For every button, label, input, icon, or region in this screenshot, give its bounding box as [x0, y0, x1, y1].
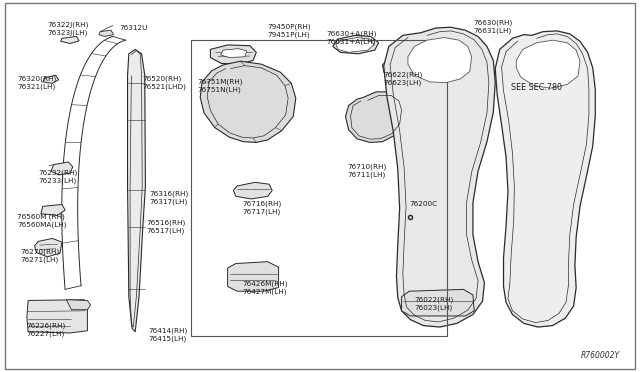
- Polygon shape: [221, 49, 246, 58]
- Text: 76312U: 76312U: [119, 25, 148, 31]
- Polygon shape: [408, 38, 472, 83]
- Polygon shape: [35, 238, 62, 257]
- Polygon shape: [384, 27, 495, 327]
- Text: 76320(RH)
76321(LH): 76320(RH) 76321(LH): [17, 75, 56, 90]
- Text: 76630+A(RH)
76631+A(LH): 76630+A(RH) 76631+A(LH): [326, 31, 377, 45]
- Text: 79450P(RH)
79451P(LH): 79450P(RH) 79451P(LH): [268, 23, 312, 38]
- Polygon shape: [401, 289, 474, 316]
- Polygon shape: [336, 38, 374, 52]
- Polygon shape: [67, 300, 91, 310]
- Text: 76710(RH)
76711(LH): 76710(RH) 76711(LH): [348, 163, 387, 177]
- Text: 76414(RH)
76415(LH): 76414(RH) 76415(LH): [148, 327, 187, 341]
- Polygon shape: [228, 262, 278, 291]
- Polygon shape: [200, 61, 296, 142]
- Text: 76426M(RH)
76427M(LH): 76426M(RH) 76427M(LH): [243, 280, 288, 295]
- Text: 76270(RH)
76271(LH): 76270(RH) 76271(LH): [20, 249, 60, 263]
- Text: 76022(RH)
76023(LH): 76022(RH) 76023(LH): [414, 297, 454, 311]
- Polygon shape: [61, 36, 79, 44]
- Polygon shape: [211, 45, 256, 64]
- Text: 76226(RH)
76227(LH): 76226(RH) 76227(LH): [27, 323, 66, 337]
- Text: R760002Y: R760002Y: [580, 351, 620, 360]
- Polygon shape: [43, 75, 59, 83]
- Polygon shape: [27, 300, 88, 333]
- Text: 76232(RH)
76233(LH): 76232(RH) 76233(LH): [38, 169, 77, 184]
- Text: 76630(RH)
76631(LH): 76630(RH) 76631(LH): [473, 20, 512, 34]
- Polygon shape: [386, 59, 412, 74]
- Text: SEE SEC.780: SEE SEC.780: [511, 83, 562, 92]
- Polygon shape: [383, 56, 415, 77]
- Polygon shape: [516, 40, 580, 88]
- Text: 76322J(RH)
76323J(LH): 76322J(RH) 76323J(LH): [47, 22, 89, 36]
- Polygon shape: [51, 162, 73, 175]
- Polygon shape: [234, 182, 272, 199]
- Text: 76751M(RH)
76751N(LH): 76751M(RH) 76751N(LH): [198, 79, 243, 93]
- Polygon shape: [495, 31, 595, 327]
- Text: 76520(RH)
76521(LHD): 76520(RH) 76521(LHD): [143, 75, 187, 90]
- Polygon shape: [346, 92, 406, 142]
- Polygon shape: [127, 49, 145, 332]
- Bar: [191, 40, 447, 336]
- Polygon shape: [99, 30, 113, 36]
- Text: 76622(RH)
76623(LH): 76622(RH) 76623(LH): [384, 71, 423, 86]
- Text: 76560M (RH)
76560MA(LH): 76560M (RH) 76560MA(LH): [17, 214, 67, 228]
- Text: 76200C: 76200C: [409, 201, 437, 207]
- Text: 76316(RH)
76317(LH): 76316(RH) 76317(LH): [149, 190, 188, 205]
- Text: 76516(RH)
76517(LH): 76516(RH) 76517(LH): [146, 219, 186, 234]
- Polygon shape: [333, 35, 379, 54]
- Polygon shape: [41, 205, 65, 215]
- Text: 76716(RH)
76717(LH): 76716(RH) 76717(LH): [243, 201, 282, 215]
